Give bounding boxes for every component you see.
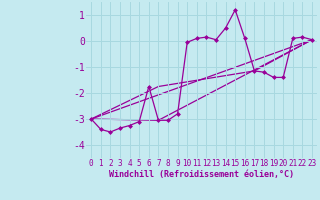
X-axis label: Windchill (Refroidissement éolien,°C): Windchill (Refroidissement éolien,°C) [109,170,294,179]
